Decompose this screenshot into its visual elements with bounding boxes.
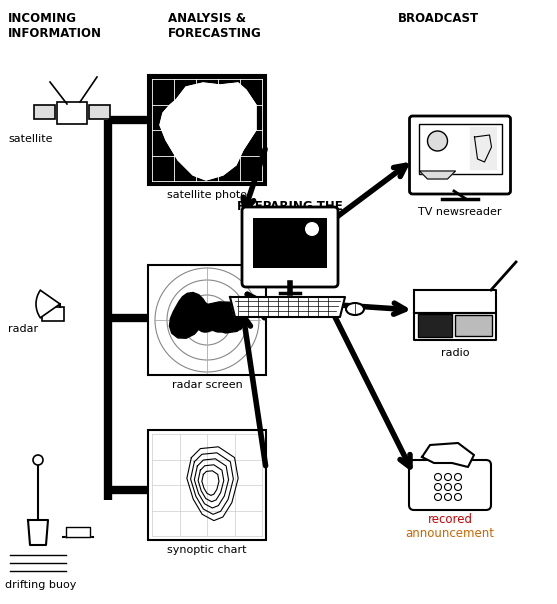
- Polygon shape: [414, 312, 496, 340]
- Circle shape: [444, 493, 452, 501]
- Text: BROADCAST: BROADCAST: [398, 12, 479, 25]
- Text: satellite: satellite: [8, 134, 52, 144]
- Polygon shape: [470, 127, 496, 169]
- FancyBboxPatch shape: [409, 116, 511, 194]
- Text: satellite photo: satellite photo: [167, 190, 247, 200]
- Text: INCOMING
INFORMATION: INCOMING INFORMATION: [8, 12, 102, 40]
- Circle shape: [434, 483, 442, 490]
- Text: recored: recored: [428, 513, 472, 526]
- Bar: [148, 430, 266, 540]
- Polygon shape: [422, 443, 474, 467]
- Text: drifting buoy: drifting buoy: [5, 580, 76, 590]
- Text: radar: radar: [8, 324, 38, 334]
- Circle shape: [305, 222, 319, 236]
- Text: PREPARING THE
BROADCAST: PREPARING THE BROADCAST: [237, 200, 343, 228]
- Bar: [253, 218, 327, 268]
- Circle shape: [33, 455, 43, 465]
- Circle shape: [434, 474, 442, 481]
- Bar: [148, 265, 266, 375]
- Text: radio: radio: [441, 348, 469, 358]
- FancyBboxPatch shape: [242, 207, 338, 287]
- FancyBboxPatch shape: [409, 460, 491, 510]
- Polygon shape: [419, 171, 456, 179]
- Bar: [455, 315, 492, 336]
- Bar: [418, 314, 452, 336]
- Polygon shape: [66, 527, 90, 537]
- Circle shape: [444, 483, 452, 490]
- Text: announcement: announcement: [405, 527, 495, 540]
- Bar: [89, 105, 110, 119]
- Polygon shape: [169, 292, 246, 338]
- Polygon shape: [414, 290, 496, 312]
- Polygon shape: [197, 318, 227, 332]
- Bar: [418, 124, 501, 174]
- Polygon shape: [160, 83, 256, 180]
- Bar: [57, 102, 87, 124]
- Bar: [42, 307, 64, 321]
- Circle shape: [434, 493, 442, 501]
- Circle shape: [428, 131, 447, 151]
- Text: ANALYSIS &
FORECASTING: ANALYSIS & FORECASTING: [168, 12, 262, 40]
- Circle shape: [455, 474, 462, 481]
- Circle shape: [455, 493, 462, 501]
- Text: TV newsreader: TV newsreader: [418, 207, 502, 217]
- Text: radar screen: radar screen: [172, 380, 242, 390]
- Bar: [34, 105, 55, 119]
- Bar: [148, 75, 266, 185]
- Polygon shape: [28, 520, 48, 545]
- Polygon shape: [230, 297, 345, 317]
- Circle shape: [455, 483, 462, 490]
- Ellipse shape: [346, 303, 364, 315]
- Text: synoptic chart: synoptic chart: [167, 545, 247, 555]
- Wedge shape: [36, 291, 60, 318]
- Circle shape: [444, 474, 452, 481]
